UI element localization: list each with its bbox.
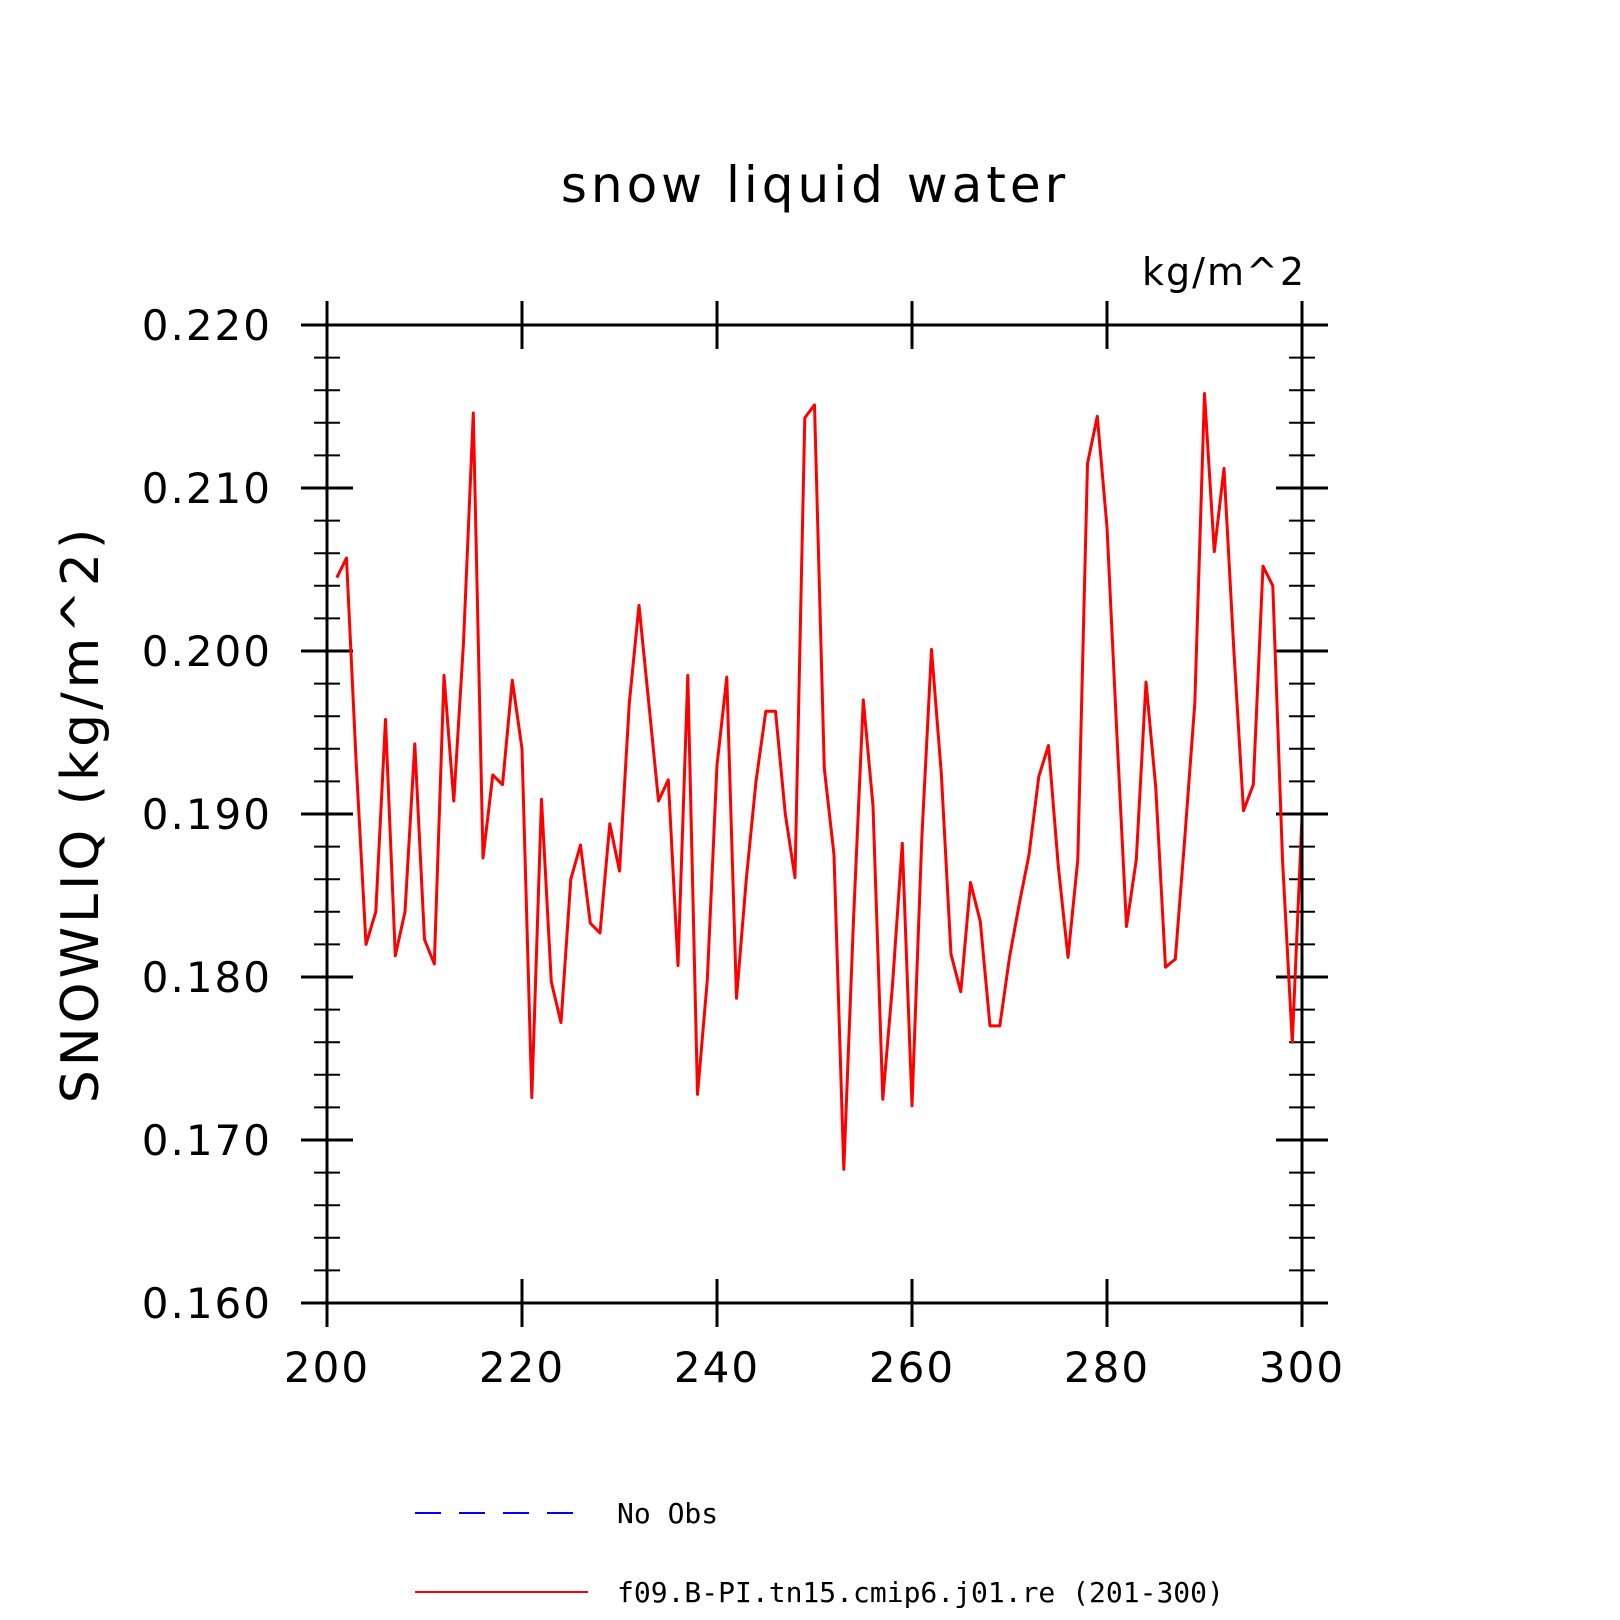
plot-frame: [325, 323, 1304, 1305]
x-tick-label: 280: [1064, 1343, 1150, 1392]
y-axis-title: SNOWLIQ (kg/m^2): [51, 525, 111, 1104]
legend-label-model: f09.B-PI.tn15.cmip6.j01.re (201-300): [617, 1576, 1224, 1609]
y-axis-tick-labels: 0.160 0.170 0.180 0.190 0.200 0.210 0.220: [142, 301, 272, 1328]
y-tick-label: 0.160: [142, 1279, 272, 1328]
legend: No Obs f09.B-PI.tn15.cmip6.j01.re (201-3…: [415, 1497, 1224, 1609]
units-label: kg/m^2: [1142, 250, 1306, 294]
x-axis-tick-labels: 200 220 240 260 280 300: [284, 1343, 1345, 1392]
x-tick-label: 200: [284, 1343, 370, 1392]
y-tick-label: 0.180: [142, 953, 272, 1002]
x-tick-label: 260: [869, 1343, 955, 1392]
y-tick-label: 0.220: [142, 301, 272, 350]
x-tick-label: 300: [1259, 1343, 1345, 1392]
legend-label-no-obs: No Obs: [617, 1497, 718, 1530]
y-tick-label: 0.190: [142, 790, 272, 839]
series-line: [335, 392, 1304, 1171]
x-tick-label: 240: [674, 1343, 760, 1392]
x-tick-label: 220: [479, 1343, 565, 1392]
chart-title: snow liquid water: [561, 156, 1069, 214]
y-tick-label: 0.170: [142, 1116, 272, 1165]
y-tick-label: 0.210: [142, 464, 272, 513]
y-tick-label: 0.200: [142, 627, 272, 676]
